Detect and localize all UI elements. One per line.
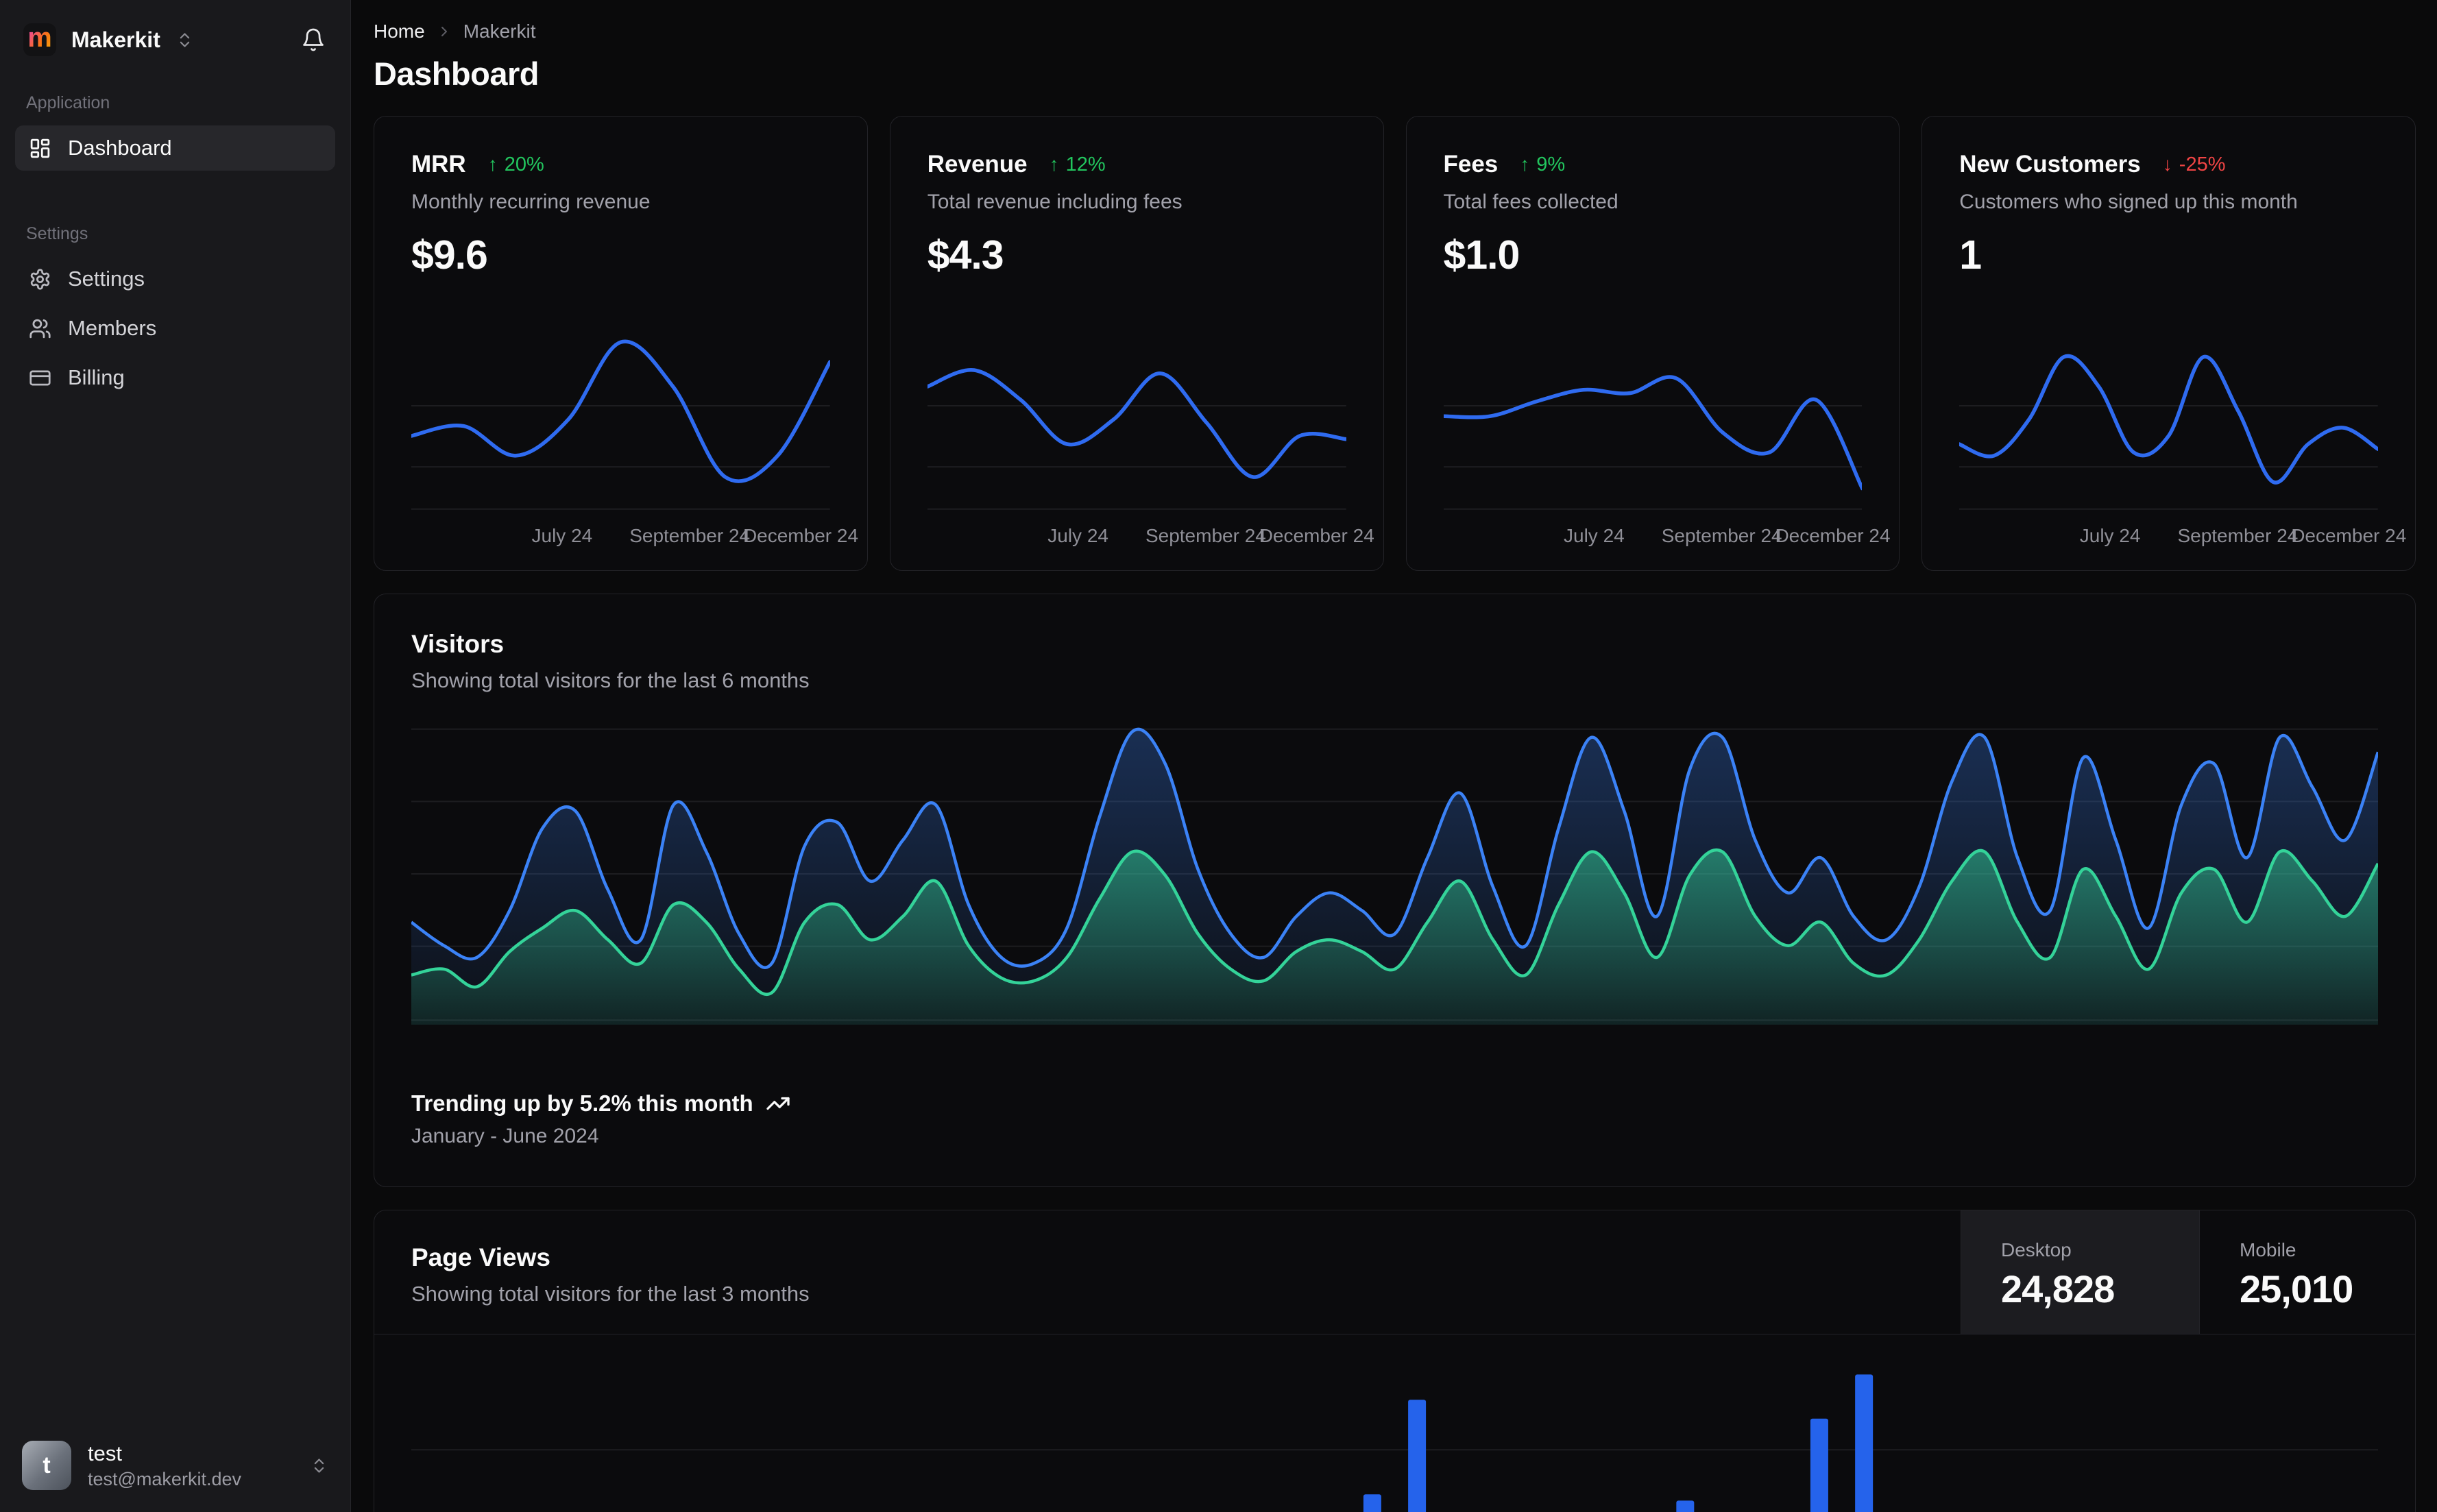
- stat-subtitle: Total fees collected: [1443, 191, 1618, 213]
- dashboard-icon: [29, 137, 51, 160]
- trend-badge: ↑ 12%: [1049, 153, 1106, 175]
- x-axis-labels: July 24 September 24 December 24: [1564, 525, 1891, 546]
- stat-value: $4.3: [927, 232, 1004, 278]
- fees-line-chart: [1443, 330, 1863, 510]
- page-views-header: Page Views Showing total visitors for th…: [374, 1210, 2415, 1334]
- page-views-subtitle: Showing total visitors for the last 3 mo…: [411, 1282, 810, 1306]
- stat-card-revenue: Revenue ↑ 12% Total revenue including fee…: [889, 116, 1384, 571]
- stat-subtitle: Monthly recurring revenue: [411, 191, 651, 213]
- user-email: test@makerkit.dev: [88, 1468, 241, 1489]
- trend-badge: ↓ -25%: [2162, 153, 2226, 175]
- x-axis-labels: July 24 September 24 December 24: [531, 525, 859, 546]
- visitors-footer: Trending up by 5.2% this month January -…: [411, 1090, 2378, 1148]
- new-customers-line-chart: [1959, 330, 2378, 510]
- breadcrumb-current: Makerkit: [463, 21, 536, 42]
- page-views-panel: Page Views Showing total visitors for th…: [374, 1210, 2416, 1512]
- workspace-selector[interactable]: m Makerkit: [0, 0, 350, 73]
- sidebar-item-members[interactable]: Members: [15, 306, 335, 351]
- visitors-subtitle: Showing total visitors for the last 6 mo…: [411, 668, 810, 692]
- sidebar: m Makerkit Application Dashboard Setting…: [0, 0, 351, 1512]
- chevrons-up-down-icon: [175, 31, 194, 49]
- stat-cards-row: MRR ↑ 20% Monthly recurring revenue $9.6 …: [374, 116, 2416, 571]
- toggle-value: 24,828: [2001, 1267, 2115, 1310]
- stat-card-new-customers: New Customers ↓ -25% Customers who signed…: [1921, 116, 2416, 571]
- gear-icon: [29, 268, 51, 291]
- trend-down-arrow-icon: ↓: [2162, 154, 2172, 175]
- sidebar-item-label: Members: [68, 316, 157, 340]
- stat-card-mrr: MRR ↑ 20% Monthly recurring revenue $9.6 …: [374, 116, 868, 571]
- revenue-line-chart: [927, 330, 1346, 510]
- page-views-title: Page Views: [411, 1243, 550, 1271]
- chevrons-up-down-icon: [310, 1456, 328, 1475]
- users-icon: [29, 317, 51, 340]
- x-axis-labels: July 24 September 24 December 24: [1047, 525, 1374, 546]
- stat-title: Fees: [1443, 151, 1499, 178]
- credit-card-icon: [29, 367, 51, 389]
- workspace-name: Makerkit: [71, 27, 160, 52]
- stat-subtitle: Total revenue including fees: [927, 191, 1183, 213]
- sidebar-item-label: Billing: [68, 365, 125, 389]
- trend-badge: ↑ 20%: [487, 153, 544, 175]
- trending-text: Trending up by 5.2% this month: [411, 1090, 753, 1116]
- trending-up-icon: [766, 1091, 790, 1116]
- app-logo: m: [23, 23, 56, 56]
- sidebar-item-dashboard[interactable]: Dashboard: [15, 125, 335, 171]
- trend-up-arrow-icon: ↑: [1049, 154, 1059, 175]
- visitors-area-chart: [411, 723, 2378, 1025]
- page-title: Dashboard: [374, 56, 539, 92]
- device-toggles: Desktop 24,828 Mobile 25,010: [1961, 1210, 2415, 1334]
- stat-value: 1: [1959, 232, 1982, 278]
- breadcrumb: Home Makerkit: [374, 21, 2416, 42]
- trend-up-arrow-icon: ↑: [1520, 154, 1530, 175]
- sidebar-item-settings[interactable]: Settings: [15, 256, 335, 302]
- breadcrumb-home-link[interactable]: Home: [374, 21, 425, 42]
- x-axis-labels: July 24 September 24 December 24: [2079, 525, 2407, 546]
- toggle-label: Mobile: [2240, 1239, 2296, 1260]
- sidebar-item-label: Dashboard: [68, 136, 172, 160]
- stat-value: $1.0: [1443, 232, 1520, 278]
- stat-card-fees: Fees ↑ 9% Total fees collected $1.0 July …: [1405, 116, 1900, 571]
- stat-subtitle: Customers who signed up this month: [1959, 191, 2298, 213]
- chevron-right-icon: [436, 23, 452, 40]
- visitors-title: Visitors: [411, 630, 505, 658]
- visitors-panel: Visitors Showing total visitors for the …: [374, 594, 2416, 1187]
- user-name: test: [88, 1441, 122, 1465]
- nav-group-label-application: Application: [26, 93, 110, 112]
- nav-group-label-settings: Settings: [26, 224, 88, 243]
- toggle-label: Desktop: [2001, 1239, 2072, 1260]
- desktop-toggle[interactable]: Desktop 24,828: [1961, 1210, 2199, 1334]
- toggle-value: 25,010: [2240, 1267, 2353, 1310]
- sidebar-nav: Application Dashboard Settings Settings: [0, 73, 350, 404]
- avatar: t: [22, 1441, 71, 1491]
- date-range: January - June 2024: [411, 1125, 599, 1147]
- trend-badge: ↑ 9%: [1520, 153, 1566, 175]
- sidebar-item-billing[interactable]: Billing: [15, 355, 335, 400]
- trend-up-arrow-icon: ↑: [487, 154, 498, 175]
- user-menu[interactable]: t test test@makerkit.dev: [0, 1419, 350, 1512]
- stat-title: MRR: [411, 151, 466, 178]
- stat-title: Revenue: [927, 151, 1028, 178]
- page-views-bar-chart: [411, 1348, 2378, 1512]
- notifications-bell-icon[interactable]: [301, 27, 326, 52]
- stat-title: New Customers: [1959, 151, 2141, 178]
- mobile-toggle[interactable]: Mobile 25,010: [2199, 1210, 2415, 1334]
- sidebar-item-label: Settings: [68, 267, 145, 291]
- stat-value: $9.6: [411, 232, 488, 278]
- mrr-line-chart: [411, 330, 830, 510]
- main-content: Home Makerkit Dashboard MRR ↑ 20% Monthly…: [351, 0, 2437, 1512]
